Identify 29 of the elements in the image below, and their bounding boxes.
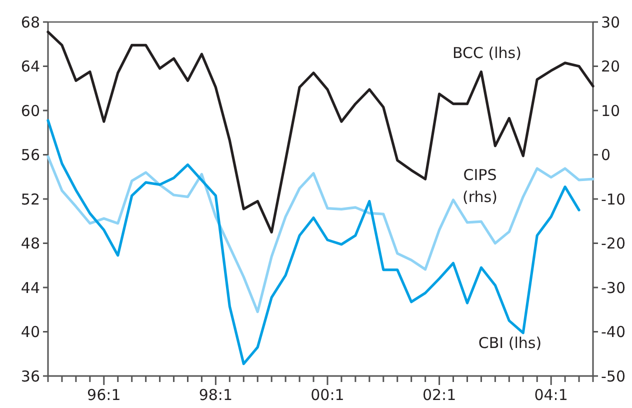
y2-tick-label: 10 (601, 102, 620, 120)
x-tick-label: 02:1 (422, 386, 456, 404)
y2-tick-label: 0 (601, 146, 611, 164)
y-tick-label: 64 (20, 58, 40, 76)
line-series (46, 155, 594, 314)
y2-tick-label: -50 (601, 367, 626, 386)
y-tick-label: 36 (20, 367, 40, 386)
y-tick-label: 60 (20, 102, 40, 120)
y-tick-label: 68 (20, 13, 40, 32)
y-tick-label: 44 (20, 278, 40, 297)
y2-tick-label: 30 (601, 13, 620, 32)
series-label: CIPS (rhs) (462, 166, 498, 206)
y2-tick-label: -40 (601, 323, 626, 341)
x-tick-label: 96:1 (87, 386, 121, 404)
series-label: CBI (lhs) (478, 334, 542, 352)
line-series (46, 30, 594, 234)
x-tick-label: 04:1 (534, 386, 568, 404)
x-tick-label: 98:1 (198, 386, 233, 404)
y2-tick-label: -10 (601, 190, 626, 208)
y-tick-label: 48 (20, 234, 40, 252)
y-tick-label: 52 (20, 190, 40, 208)
y2-tick-label: -30 (601, 278, 626, 297)
y-tick-label: 56 (20, 146, 40, 164)
x-tick-label: 00:1 (310, 386, 344, 404)
y2-tick-label: 20 (601, 58, 620, 76)
y2-tick-label: -20 (601, 234, 626, 252)
line-series (46, 119, 580, 366)
y-tick-label: 40 (20, 323, 40, 341)
series-label: BCC (lhs) (452, 44, 522, 62)
